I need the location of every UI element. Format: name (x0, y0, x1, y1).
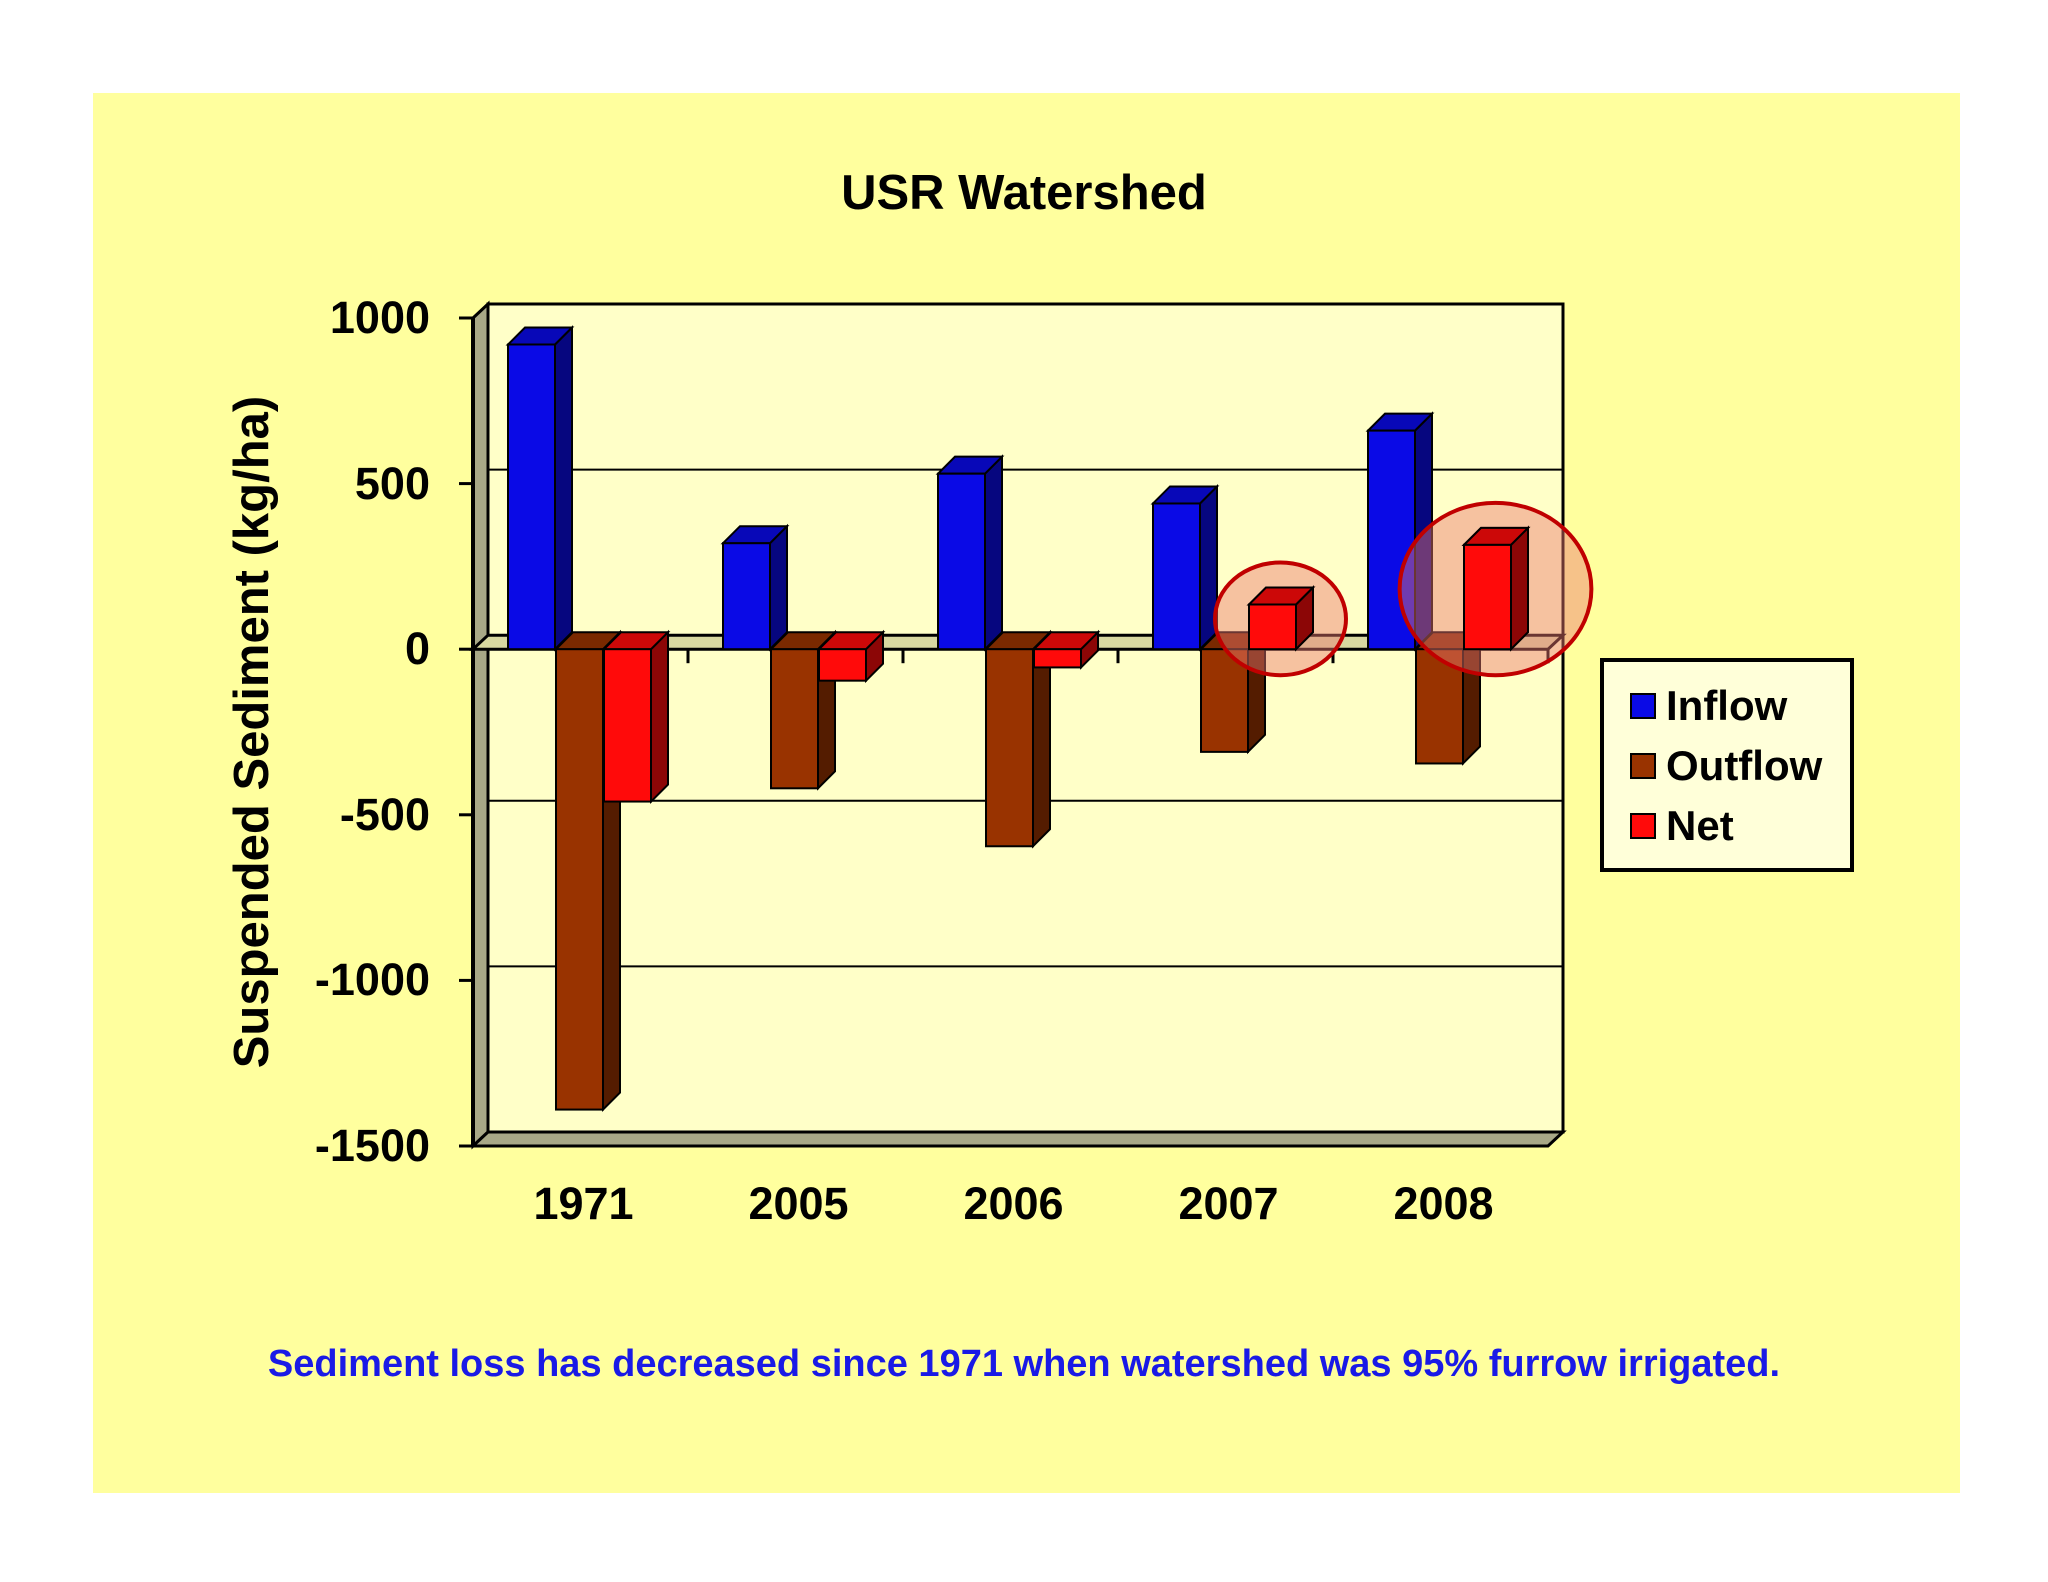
y-tick-label: -1500 (314, 1120, 430, 1171)
bar-inflow-2006 (937, 472, 986, 651)
bar-side-net-1971 (650, 629, 669, 804)
y-tick-label: 0 (404, 623, 430, 675)
bar-inflow-2007 (1152, 502, 1201, 651)
bar-side-inflow-2005 (769, 523, 788, 652)
y-tick-label: 500 (354, 457, 430, 509)
bar-side-hl-net-2008 (1510, 525, 1529, 652)
plot-floor (469, 1130, 1567, 1148)
legend-label-net: Net (1666, 802, 1734, 849)
x-tick-label: 2008 (1393, 1178, 1494, 1229)
x-tick-label: 1971 (533, 1178, 634, 1229)
plot-side-wall (471, 300, 490, 1150)
bar-inflow-2005 (722, 542, 771, 651)
y-tick-label: -1000 (314, 954, 430, 1006)
y-tick-label: -500 (339, 788, 430, 840)
legend-swatch-inflow (1630, 693, 1656, 719)
bar-inflow-2008 (1367, 429, 1416, 651)
legend-item-net: Net (1630, 796, 1734, 856)
bar-outflow-2005 (770, 648, 819, 790)
chart-title: USR Watershed (841, 166, 1207, 220)
bar-outflow-2006 (985, 648, 1034, 848)
bar-side-inflow-1971 (554, 325, 573, 652)
x-tick-label: 2006 (963, 1178, 1064, 1229)
bar-inflow-1971 (507, 343, 556, 651)
bar-side-inflow-2006 (984, 454, 1003, 652)
x-tick-label: 2007 (1178, 1178, 1279, 1229)
y-tick-label: 1000 (329, 292, 430, 343)
bar-hl-net-2007 (1248, 603, 1297, 651)
bar-net-2005 (818, 648, 867, 682)
bar-hl-net-2008 (1463, 543, 1512, 651)
caption: Sediment loss has decreased since 1971 w… (267, 1343, 1781, 1385)
legend-swatch-outflow (1630, 753, 1656, 779)
legend-item-outflow: Outflow (1630, 736, 1822, 796)
legend-swatch-net (1630, 813, 1656, 839)
bar-outflow-2007 (1200, 648, 1249, 753)
legend-label-outflow: Outflow (1666, 742, 1823, 789)
bar-net-2006 (1033, 648, 1082, 669)
x-tick-label: 2005 (748, 1178, 849, 1229)
bar-net-1971 (603, 648, 652, 803)
legend: Inflow Outflow Net (1600, 658, 1854, 872)
legend-label-inflow: Inflow (1666, 682, 1788, 729)
bar-outflow-1971 (555, 648, 604, 1111)
legend-item-inflow: Inflow (1630, 676, 1787, 736)
